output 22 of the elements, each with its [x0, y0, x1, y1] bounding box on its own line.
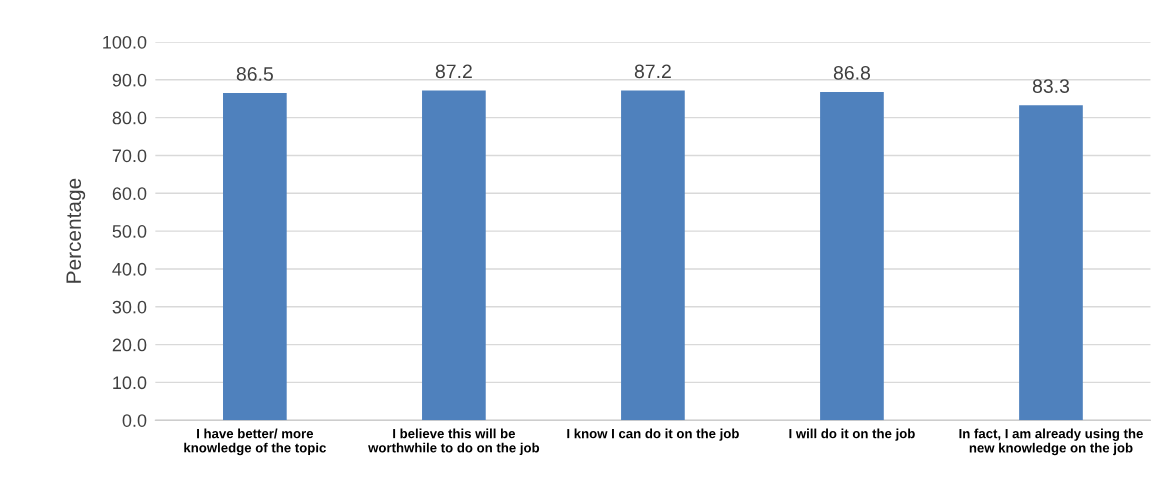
y-tick-label: 0.0	[122, 414, 147, 427]
x-tick-label: I will do it on the job	[789, 428, 915, 441]
y-tick-label: 20.0	[112, 338, 147, 352]
x-tick-label: I have better/ more knowledge of the topic	[184, 428, 326, 456]
y-axis-title: Percentage	[66, 178, 86, 283]
data-label: 87.2	[435, 64, 472, 79]
y-tick-label: 60.0	[112, 187, 147, 200]
y-tick-label: 50.0	[112, 225, 147, 238]
y-tick-label: 90.0	[112, 73, 147, 87]
data-label: 86.8	[833, 65, 871, 80]
x-tick-label: I believe this will be worthwhile to do on the job	[368, 428, 540, 456]
data-label: 87.2	[634, 64, 671, 79]
data-label: 86.5	[236, 67, 273, 81]
y-tick-label: 100.0	[103, 35, 147, 49]
y-tick-label: 70.0	[112, 149, 147, 163]
data-label: 83.3	[1032, 79, 1070, 93]
y-tick-label: 30.0	[112, 300, 147, 314]
y-tick-label: 10.0	[113, 376, 147, 390]
x-tick-label: In fact, I am already using the new knowledge on the job	[959, 428, 1143, 456]
x-tick-label: I know I can do it on the job	[567, 428, 739, 441]
y-tick-label: 40.0	[112, 262, 147, 276]
y-tick-label: 80.0	[112, 111, 147, 125]
